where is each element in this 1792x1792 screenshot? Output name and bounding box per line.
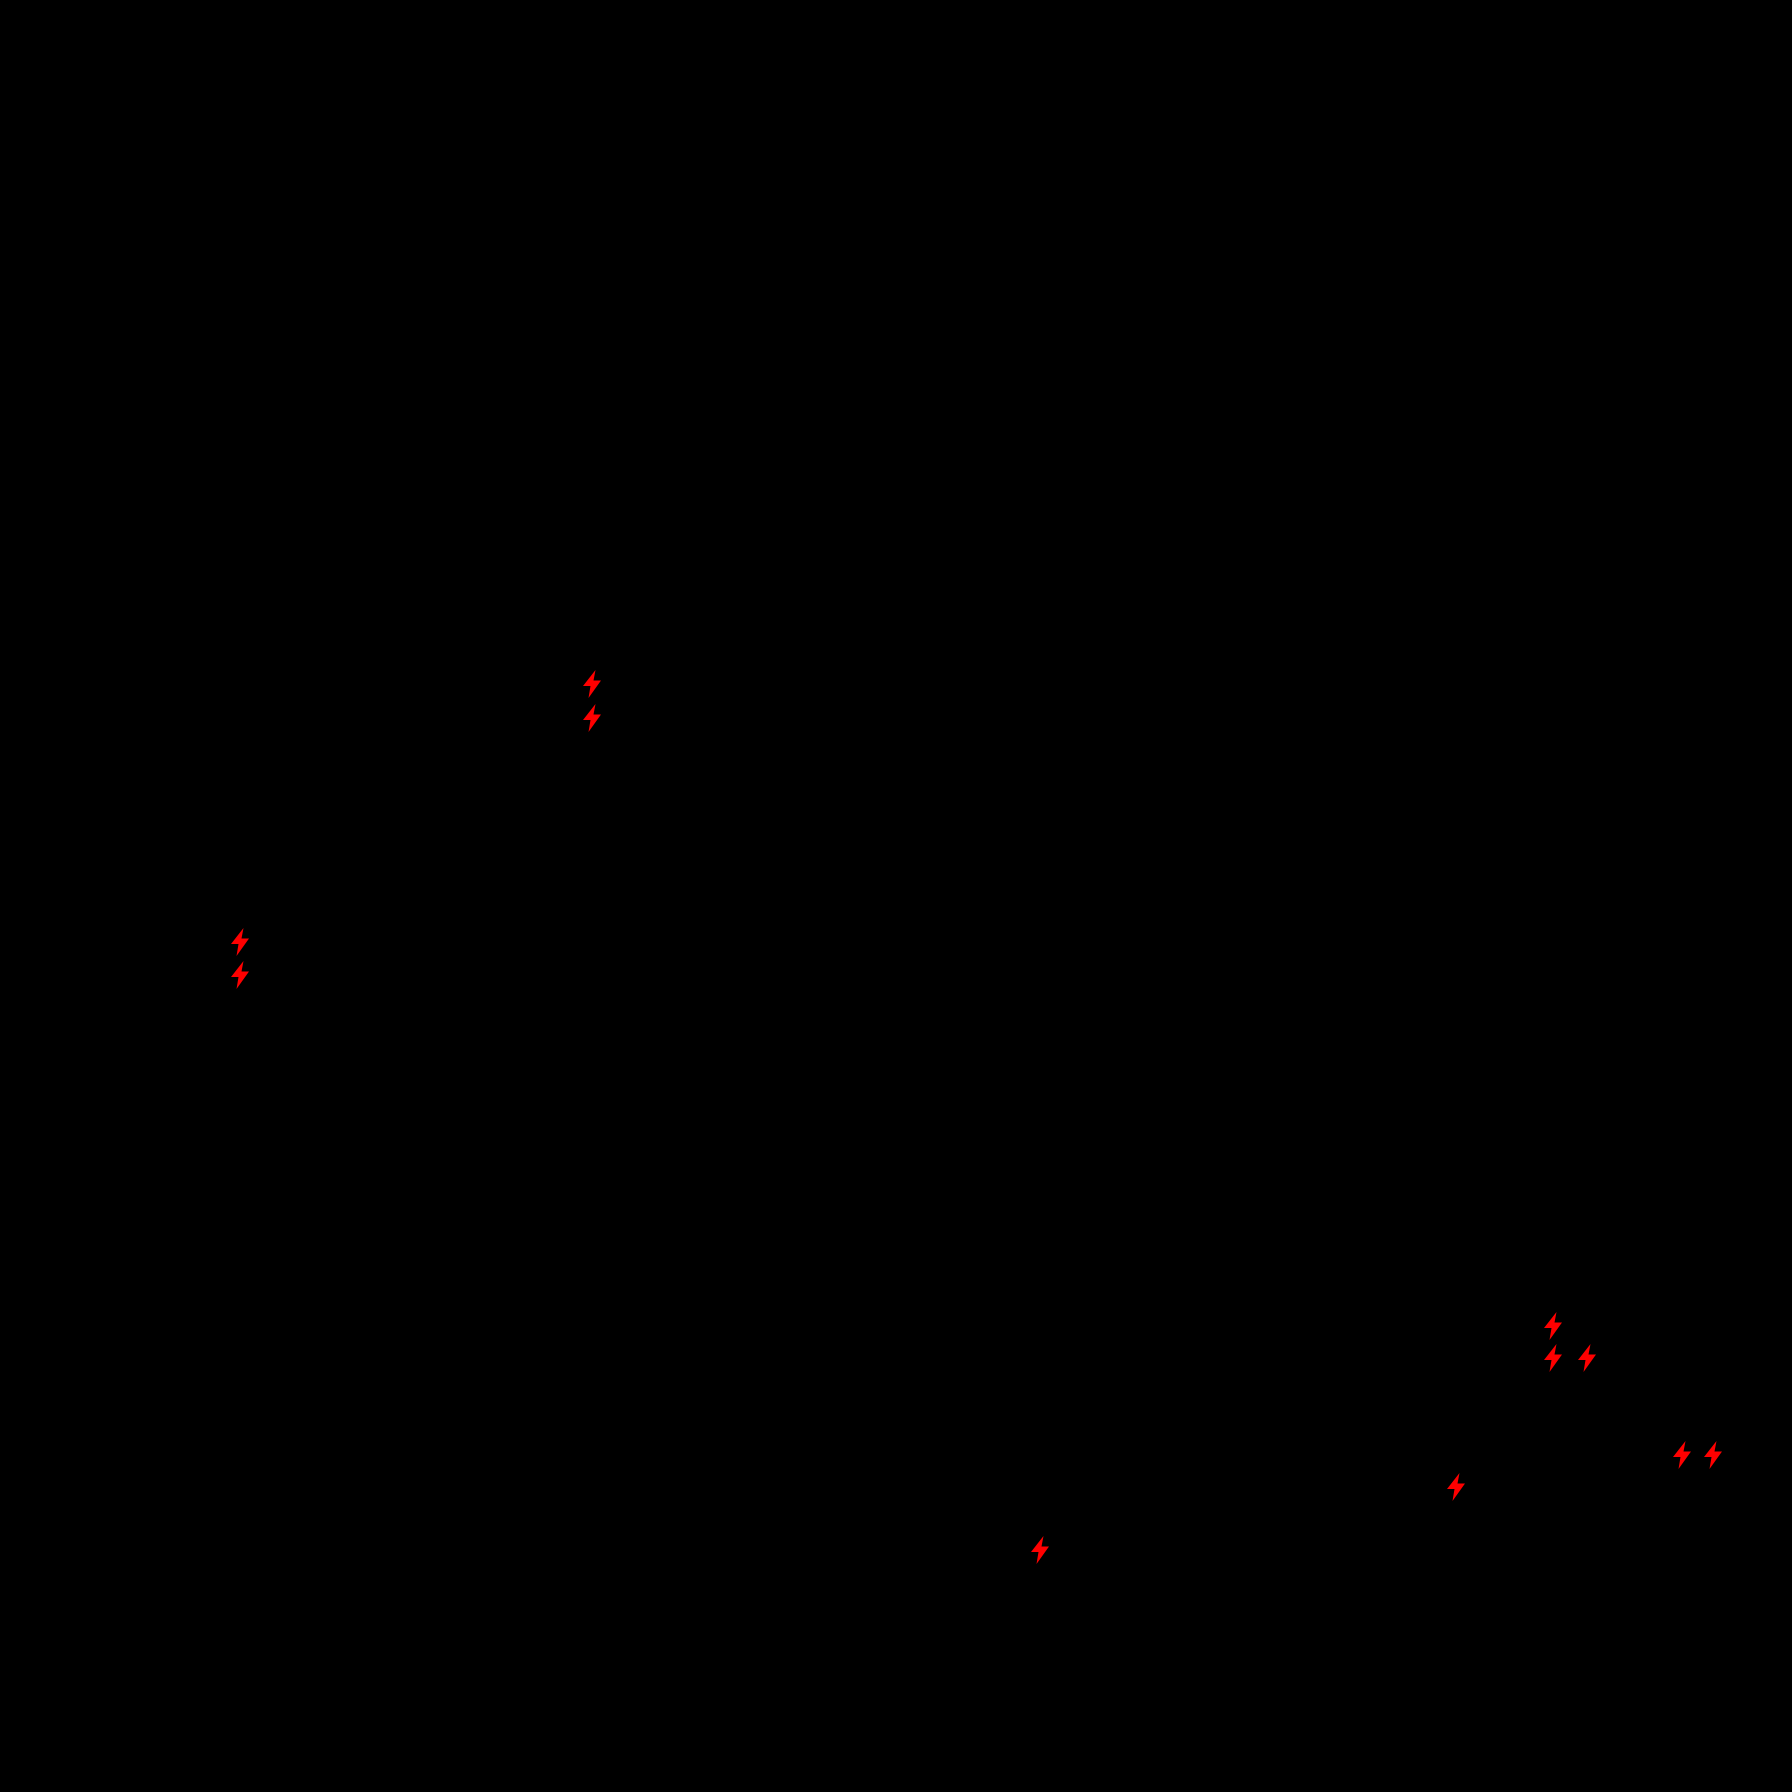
lightning-bolt-icon[interactable] bbox=[1031, 1536, 1049, 1564]
lightning-bolt-icon[interactable] bbox=[231, 928, 249, 956]
lightning-bolt-icon[interactable] bbox=[1673, 1441, 1691, 1469]
lightning-bolt-icon[interactable] bbox=[231, 961, 249, 989]
lightning-bolt-icon[interactable] bbox=[1578, 1344, 1596, 1372]
lightning-bolt-icon[interactable] bbox=[1544, 1312, 1562, 1340]
lightning-bolt-icon[interactable] bbox=[1704, 1441, 1722, 1469]
lightning-bolt-icon[interactable] bbox=[1447, 1473, 1465, 1501]
lightning-bolt-icon[interactable] bbox=[1544, 1344, 1562, 1372]
lightning-bolt-icon[interactable] bbox=[583, 670, 601, 698]
lightning-bolt-icon[interactable] bbox=[583, 704, 601, 732]
